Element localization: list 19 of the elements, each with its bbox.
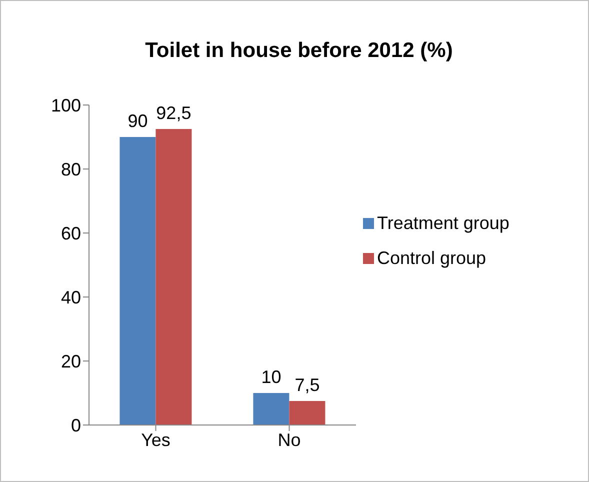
bar — [156, 129, 192, 425]
bar — [289, 401, 326, 425]
y-tick-label: 20 — [60, 351, 81, 372]
legend-label: Control group — [377, 248, 488, 269]
y-tick-label: 80 — [60, 159, 81, 180]
data-label: 10 — [261, 367, 282, 387]
y-tick-label: 100 — [50, 95, 81, 116]
bar — [253, 393, 290, 425]
data-label: 7,5 — [294, 375, 320, 395]
y-tick-label: 0 — [70, 415, 81, 436]
data-label: 90 — [128, 111, 148, 131]
x-tick-label: Yes — [141, 430, 170, 450]
x-tick-label: No — [278, 430, 301, 450]
chart-title: Toilet in house before 2012 (%) — [144, 39, 454, 63]
y-tick-label: 40 — [60, 287, 81, 308]
bar — [120, 137, 156, 425]
legend-label: Treatment group — [377, 213, 510, 234]
data-label: 92,5 — [156, 103, 192, 123]
y-tick-label: 60 — [60, 223, 81, 244]
